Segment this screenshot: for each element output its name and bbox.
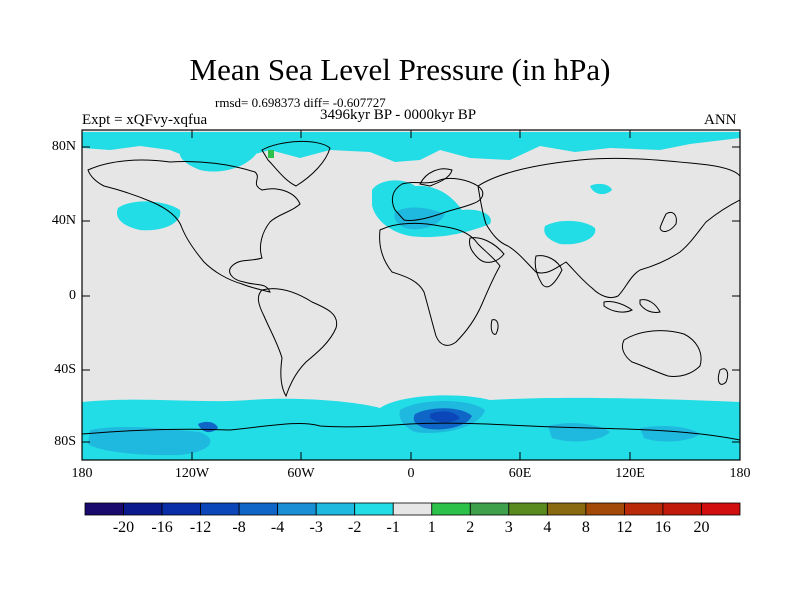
colorbar-label: 8	[581, 519, 590, 536]
colorbar-label: -4	[270, 519, 285, 536]
map-title: Mean Sea Level Pressure (in hPa)	[189, 52, 611, 87]
colorbar-label: 3	[504, 519, 513, 536]
colorbar-label: 20	[693, 519, 710, 536]
lat-label-0: 0	[69, 288, 76, 303]
colorbar-box	[315, 502, 356, 516]
lon-label-60w: 60W	[287, 466, 315, 481]
colorbar-label: -3	[309, 519, 323, 536]
colorbar-box	[624, 502, 664, 516]
colorbar-box	[277, 502, 317, 516]
colorbar-box	[392, 502, 433, 516]
anomaly-patches-cyan	[82, 132, 740, 460]
colorbar-box	[431, 502, 471, 516]
lon-label-180w: 180	[71, 466, 93, 481]
colorbar-label: 12	[616, 519, 633, 536]
colorbar-label: 16	[654, 519, 671, 536]
colorbar-label: 4	[543, 519, 552, 536]
lat-label-40n: 40N	[51, 213, 76, 228]
lat-ticks	[82, 146, 740, 443]
colorbar	[84, 502, 741, 516]
colorbar-label: 1	[427, 519, 436, 536]
colorbar-label: -20	[112, 519, 135, 536]
season-text: ANN	[704, 112, 737, 128]
colorbar-box	[508, 502, 548, 516]
lat-label-40s: 40S	[54, 362, 76, 377]
period-text: 3496kyr BP - 0000kyr BP	[320, 107, 477, 123]
lon-label-120e: 120E	[615, 466, 645, 481]
colorbar-label: -8	[232, 519, 246, 536]
colorbar-label: -12	[189, 519, 212, 536]
lon-label-0: 0	[407, 466, 415, 481]
colorbar-box	[662, 502, 702, 516]
colorbar-box	[701, 502, 741, 516]
stats-text: rmsd= 0.698373 diff= -0.607727	[215, 95, 386, 110]
colorbar-box	[200, 502, 240, 516]
lat-label-80s: 80S	[54, 434, 76, 449]
lon-ticks	[81, 130, 741, 460]
lon-label-60e: 60E	[508, 466, 532, 481]
lon-label-120w: 120W	[174, 466, 210, 481]
colorbar-box	[123, 502, 163, 516]
colorbar-box	[469, 502, 510, 516]
coastlines	[82, 140, 740, 460]
colorbar-box	[585, 502, 625, 516]
colorbar-label: 2	[466, 519, 475, 536]
colorbar-box	[161, 502, 201, 516]
colorbar-box	[354, 502, 394, 516]
lat-label-80n: 80N	[51, 139, 76, 154]
colorbar-box	[546, 502, 587, 516]
colorbar-label: -16	[151, 519, 173, 536]
anomaly-patches-dark-blue	[430, 411, 460, 423]
anomaly-patch-green	[268, 150, 274, 158]
colorbar-box	[84, 502, 124, 516]
colorbar-label: -1	[386, 519, 400, 536]
experiment-text: Expt = xQFvy-xqfua	[82, 112, 208, 128]
colorbar-box	[238, 502, 279, 516]
lon-label-180e: 180	[729, 466, 751, 481]
colorbar-label: -2	[348, 519, 362, 536]
